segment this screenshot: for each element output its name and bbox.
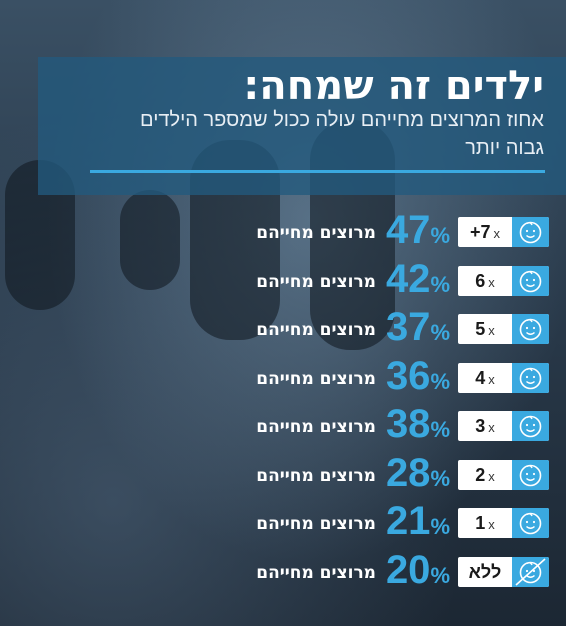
children-count: 5: [475, 319, 486, 339]
children-count: +7: [469, 222, 491, 242]
face-icon-box: [512, 411, 549, 441]
face-icon-box: [512, 459, 549, 490]
chart-row: 4 x 36% מרוצים מחייהם: [0, 354, 566, 398]
multiply-sign: x: [488, 274, 495, 290]
baby-face-icon: [519, 318, 542, 341]
face-icon-box: [512, 217, 549, 247]
percent-value: 36: [385, 353, 431, 398]
category-label: ללא: [468, 561, 502, 582]
multiply-sign: x: [493, 226, 501, 241]
percent-sign: %: [430, 320, 450, 345]
face-icon-box: [512, 314, 549, 344]
satisfied-label: מרוצים מחייהם: [256, 368, 376, 389]
multiply-sign: x: [488, 468, 495, 484]
percent-sign: %: [430, 417, 450, 442]
children-count: 2: [475, 464, 486, 485]
face-icon-box: [512, 265, 549, 296]
value-label: 42%: [386, 255, 450, 309]
value-label: 28%: [386, 449, 450, 503]
value-label: 47%: [386, 206, 450, 260]
percent-value: 20: [385, 547, 431, 592]
percent-value: 38: [385, 402, 431, 446]
percent-sign: %: [430, 368, 450, 394]
percent-value: 37: [385, 305, 431, 349]
percent-sign: %: [430, 514, 450, 539]
face-icon-box: [512, 508, 549, 538]
chart-row: 1 x 21% מרוצים מחייהם: [0, 499, 566, 543]
category-label: +7 x: [458, 217, 512, 247]
baby-face-icon: [519, 270, 542, 292]
value-label: 21%: [386, 497, 450, 551]
baby-face-icon: [519, 464, 542, 486]
children-count-badge: +7 x: [458, 217, 549, 247]
satisfied-label: מרוצים מחייהם: [256, 271, 376, 292]
percent-value: 42: [385, 256, 431, 301]
multiply-sign: x: [488, 517, 495, 532]
chart-row: 2 x 28% מרוצים מחייהם: [0, 451, 566, 495]
chart-row: ללא 20% מרוצים מחייהם: [0, 548, 566, 592]
percent-value: 47: [385, 208, 431, 252]
satisfied-label: מרוצים מחייהם: [256, 465, 376, 486]
value-label: 38%: [386, 400, 450, 454]
chart-row: +7 x 47% מרוצים מחייהם: [0, 208, 566, 252]
multiply-sign: x: [488, 420, 495, 435]
multiply-sign: x: [488, 323, 495, 338]
percent-sign: %: [430, 271, 450, 297]
value-label: 36%: [386, 352, 450, 406]
chart-row: 5 x 37% מרוצים מחייהם: [0, 305, 566, 349]
satisfied-label: מרוצים מחייהם: [256, 562, 376, 583]
children-count: 6: [475, 270, 486, 291]
satisfied-label: מרוצים מחייהם: [256, 514, 376, 534]
value-label: 37%: [386, 303, 450, 357]
children-count: 3: [475, 416, 486, 436]
baby-face-icon: [519, 415, 542, 438]
baby-face-icon: [519, 221, 542, 244]
percent-value: 21: [385, 499, 431, 543]
chart-row: 3 x 38% מרוצים מחייהם: [0, 402, 566, 446]
children-count: 1: [475, 513, 486, 533]
percent-sign: %: [430, 223, 450, 248]
satisfied-label: מרוצים מחייהם: [256, 417, 376, 437]
chart-title: ילדים זה שמחה:: [243, 63, 544, 109]
multiply-sign: x: [488, 371, 495, 387]
face-icon-box: [512, 362, 549, 393]
satisfied-label: מרוצים מחייהם: [256, 223, 376, 243]
percent-sign: %: [430, 465, 450, 491]
children-count-badge: ללא: [458, 556, 549, 587]
chart-subtitle: אחוז המרוצים מחייהם עולה ככול שמספר הילד…: [140, 109, 544, 159]
baby-face-icon: [519, 367, 542, 389]
percent-value: 28: [385, 450, 431, 495]
baby-face-icon: [519, 512, 542, 535]
satisfied-label: מרוצים מחייהם: [256, 320, 376, 340]
crossed-out-icon: [515, 557, 546, 586]
value-label: 20%: [386, 546, 450, 600]
header-divider: [90, 170, 545, 173]
children-count: 4: [475, 367, 486, 388]
percent-sign: %: [430, 562, 450, 588]
chart-row: 6 x 42% מרוצים מחייהם: [0, 257, 566, 301]
